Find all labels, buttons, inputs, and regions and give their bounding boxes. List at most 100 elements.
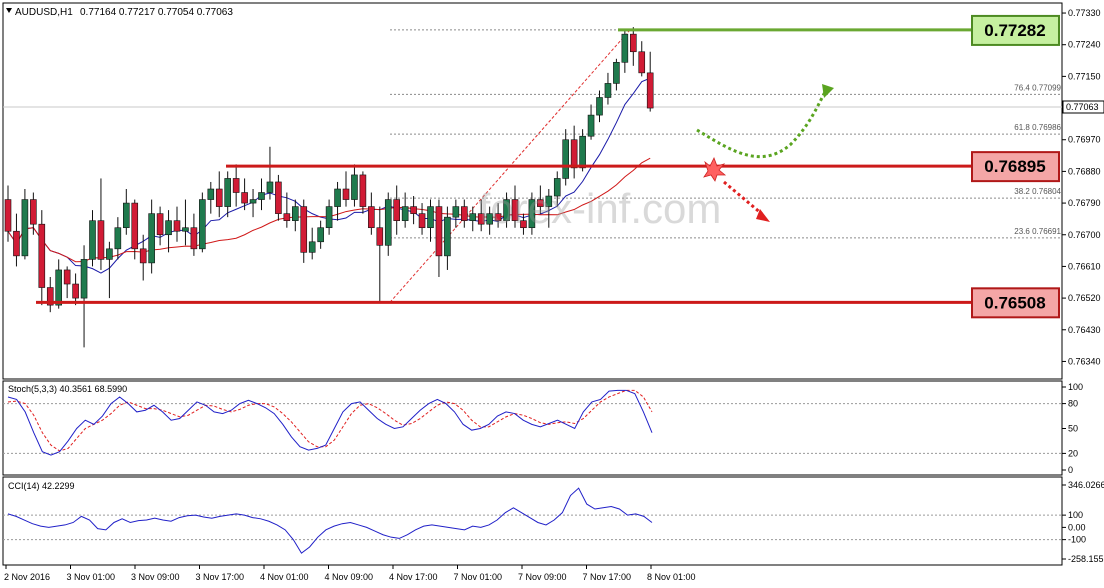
symbol-arrow-icon xyxy=(6,8,12,13)
chart-quote: 0.77164 0.77217 0.77054 0.77063 xyxy=(80,7,233,18)
chart-symbol: AUDUSD,H1 xyxy=(15,7,73,18)
candle-body xyxy=(55,269,63,306)
candle-body xyxy=(317,227,324,243)
time-tick-label: 4 Nov 09:00 xyxy=(325,572,374,582)
bearish-arrow-head xyxy=(756,209,770,222)
stochastic-tick-label: 50 xyxy=(1068,424,1078,434)
candle-body xyxy=(553,178,561,197)
time-tick-label: 2 Nov 2016 xyxy=(4,572,50,582)
candle-body xyxy=(30,199,37,225)
candle-body xyxy=(215,188,223,207)
bearish-arrow-path xyxy=(723,180,763,216)
time-axis: 2 Nov 2016 3 Nov 01:00 3 Nov 09:00 3 Nov 17… xyxy=(4,565,696,582)
price-tick-label: 0.77240 xyxy=(1068,40,1101,50)
candle-body xyxy=(13,230,20,257)
candle-body xyxy=(579,135,586,169)
cci-grid xyxy=(3,514,1062,541)
candle-body xyxy=(275,181,282,214)
candle-body xyxy=(207,188,215,200)
candle-body xyxy=(376,227,384,246)
candle-body xyxy=(190,227,198,250)
candle-body xyxy=(486,213,493,225)
price-tick-label: 0.76700 xyxy=(1068,230,1101,240)
stochastic-label: Stoch(5,3,3) 40.3561 68.5990 xyxy=(8,384,127,394)
fib-level-label: 61.8 0.76986 xyxy=(1014,123,1061,132)
candle-body xyxy=(460,206,468,221)
level-badge xyxy=(971,287,1060,319)
price-tick-label: 0.77330 xyxy=(1068,8,1101,18)
level-badge xyxy=(971,14,1060,46)
price-tick-label: 0.76430 xyxy=(1068,325,1101,335)
candle-body xyxy=(173,220,181,232)
price-axis: 0.77330 0.77240 0.77150 0.76970 0.76880 0.767… xyxy=(1062,8,1104,366)
watermark: forex-inf.com xyxy=(479,185,722,232)
candle-body xyxy=(283,213,291,221)
candle-body xyxy=(97,220,105,260)
candle-body xyxy=(562,139,570,179)
candle-body xyxy=(452,206,460,218)
candle-body xyxy=(401,206,409,221)
candle-body xyxy=(114,227,122,250)
candle-body xyxy=(38,223,46,288)
candle-body xyxy=(334,188,341,207)
candle-body xyxy=(418,213,426,229)
candle-body xyxy=(621,33,629,63)
candle-body xyxy=(249,199,257,204)
bullish-arrow-path xyxy=(696,89,828,159)
time-tick-label: 3 Nov 01:00 xyxy=(67,572,116,582)
stochastic-tick-label: 20 xyxy=(1068,448,1078,458)
cci-label: CCI(14) 42.2299 xyxy=(8,481,75,491)
time-tick-label: 7 Nov 09:00 xyxy=(518,572,567,582)
candle-body xyxy=(258,192,265,200)
breakout-burst-icon xyxy=(703,157,727,182)
candle-body xyxy=(325,206,333,229)
candle-body xyxy=(131,202,139,250)
time-tick-label: 3 Nov 17:00 xyxy=(196,572,245,582)
current-price-label: 0.77063 xyxy=(1066,102,1099,112)
candle-body xyxy=(89,220,96,260)
candle-body xyxy=(494,213,502,221)
candle-body xyxy=(384,199,392,246)
bullish-arrow-head xyxy=(822,84,834,98)
candle-body xyxy=(503,199,510,221)
candle-body xyxy=(570,139,578,169)
candle-body xyxy=(511,199,519,221)
support-resistance-levels: 0.77282 0.76895 0.76508 xyxy=(36,14,1060,319)
cci-panel-frame xyxy=(2,476,1063,566)
stochastic-axis: 100 80 50 20 0 xyxy=(1062,382,1083,475)
cci-tick-label: 100 xyxy=(1068,510,1083,520)
candle-body xyxy=(351,174,358,200)
candle-body xyxy=(182,227,189,232)
price-tick-label: 0.76340 xyxy=(1068,356,1101,366)
stochastic-tick-label: 100 xyxy=(1068,382,1083,392)
candle-body xyxy=(266,181,274,193)
candle-body xyxy=(477,213,485,225)
candle-body xyxy=(139,248,147,264)
time-tick-label: 4 Nov 01:00 xyxy=(260,572,309,582)
candle-body xyxy=(300,206,308,253)
time-tick-label: 7 Nov 01:00 xyxy=(454,572,503,582)
candle-body xyxy=(638,51,646,74)
candle-body xyxy=(604,83,612,98)
candle-body xyxy=(21,199,29,257)
stochastic-panel: Stoch(5,3,3) 40.3561 68.5990 xyxy=(2,380,1063,476)
price-tick-label: 0.76970 xyxy=(1068,135,1101,145)
candle-body xyxy=(359,174,367,207)
level-badge-label: 0.76895 xyxy=(984,157,1045,176)
candle-body xyxy=(123,202,130,229)
time-tick-label: 7 Nov 17:00 xyxy=(583,572,632,582)
candle-body xyxy=(342,188,350,200)
main-panel: 76.4 0.77099 61.8 0.76986 38.2 0.76804 23.6… xyxy=(2,2,1063,380)
candle-body xyxy=(629,33,637,53)
candle-body xyxy=(646,72,654,109)
candle-body xyxy=(368,206,375,229)
cci-line xyxy=(7,487,653,554)
level-badge xyxy=(971,151,1060,183)
time-tick-label: 8 Nov 01:00 xyxy=(647,572,696,582)
time-tick-label: 4 Nov 17:00 xyxy=(389,572,438,582)
candle-body xyxy=(199,199,206,250)
candle-body xyxy=(72,283,79,299)
main-panel-frame xyxy=(2,2,1063,380)
candle-body xyxy=(393,199,401,221)
